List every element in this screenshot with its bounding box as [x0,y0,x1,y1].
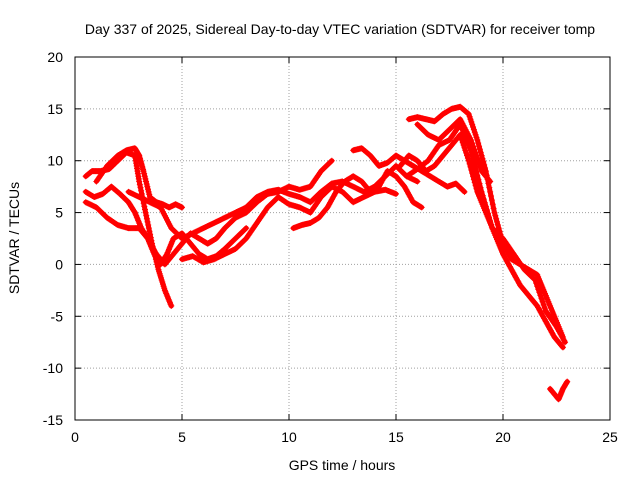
plot-frame [74,56,611,421]
data-layer [82,103,571,403]
y-tick-label: 5 [55,205,63,221]
y-tick-label: -5 [51,308,64,324]
series-track-9 [405,103,566,341]
series-trace [350,145,467,195]
series-trace [93,145,185,210]
x-tick-label: 5 [178,429,186,445]
chart-title: Day 337 of 2025, Sidereal Day-to-day VTE… [85,21,595,37]
series-trace [404,121,568,345]
series-track-2 [93,145,185,211]
series-track-5 [125,162,421,242]
series-track-12 [403,121,569,346]
x-tick-label: 0 [71,429,79,445]
y-tick-label: 15 [47,101,63,117]
y-tick-label: -15 [43,412,63,428]
series-track-13 [547,378,571,403]
x-tick-label: 25 [602,429,618,445]
grid [75,57,610,420]
series-trace [290,168,425,231]
x-axis-label: GPS time / hours [289,457,396,473]
x-tick-label: 10 [281,429,297,445]
y-tick-label: -10 [43,360,63,376]
series-trace [397,132,566,350]
x-tick-label: 15 [388,429,404,445]
series-track-6 [179,183,399,266]
y-axis-label: SDTVAR / TECUs [6,182,22,294]
y-tick-label: 20 [47,49,63,65]
y-tick-label: 0 [55,256,63,272]
series-trace [547,379,570,402]
series-track-7 [290,168,425,232]
x-tick-label: 20 [495,429,511,445]
series-trace [414,116,493,184]
series-trace [406,104,566,340]
series-track-11 [397,131,566,351]
series-trace [179,184,399,265]
y-tick-label: 10 [47,153,63,169]
series-trace [83,158,335,267]
